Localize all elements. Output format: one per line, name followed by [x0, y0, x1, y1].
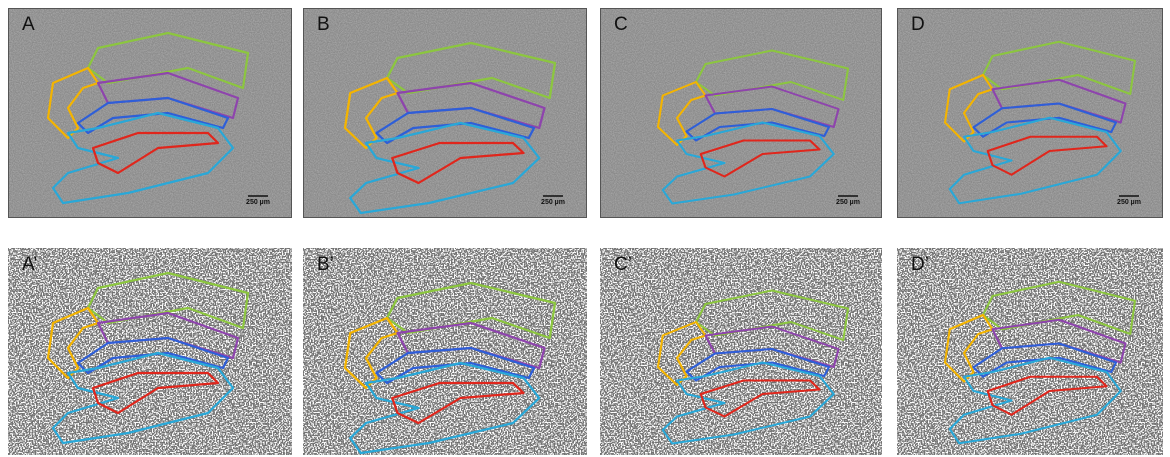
- panel: D 250 µm: [897, 8, 1163, 218]
- panel-label: B: [317, 14, 330, 35]
- panel: D’: [897, 248, 1163, 455]
- scale-bar-label: 250 µm: [541, 199, 565, 206]
- texture: [303, 8, 587, 218]
- panel: B 250 µm: [303, 8, 587, 218]
- panel-label: D’: [911, 254, 929, 275]
- texture: [8, 248, 292, 455]
- panel: B’: [303, 248, 587, 455]
- texture: [600, 8, 882, 218]
- panel-label: B’: [317, 254, 334, 275]
- panel-label: C’: [614, 254, 632, 275]
- panel-label: D: [911, 14, 925, 35]
- panel: C’: [600, 248, 882, 455]
- panel: A 250 µm: [8, 8, 292, 218]
- scale-bar-label: 250 µm: [836, 199, 860, 206]
- scale-bar-label: 250 µm: [1117, 199, 1141, 206]
- panel-label: A: [22, 14, 35, 35]
- scale-bar-label: 250 µm: [246, 199, 270, 206]
- figure: A 250 µm B 250 µm C 250 µm D 250 µm A’ B’ C’ D’: [0, 0, 1170, 457]
- panel-label: C: [614, 14, 628, 35]
- panel: C 250 µm: [600, 8, 882, 218]
- panel: A’: [8, 248, 292, 455]
- panel-label: A’: [22, 254, 37, 275]
